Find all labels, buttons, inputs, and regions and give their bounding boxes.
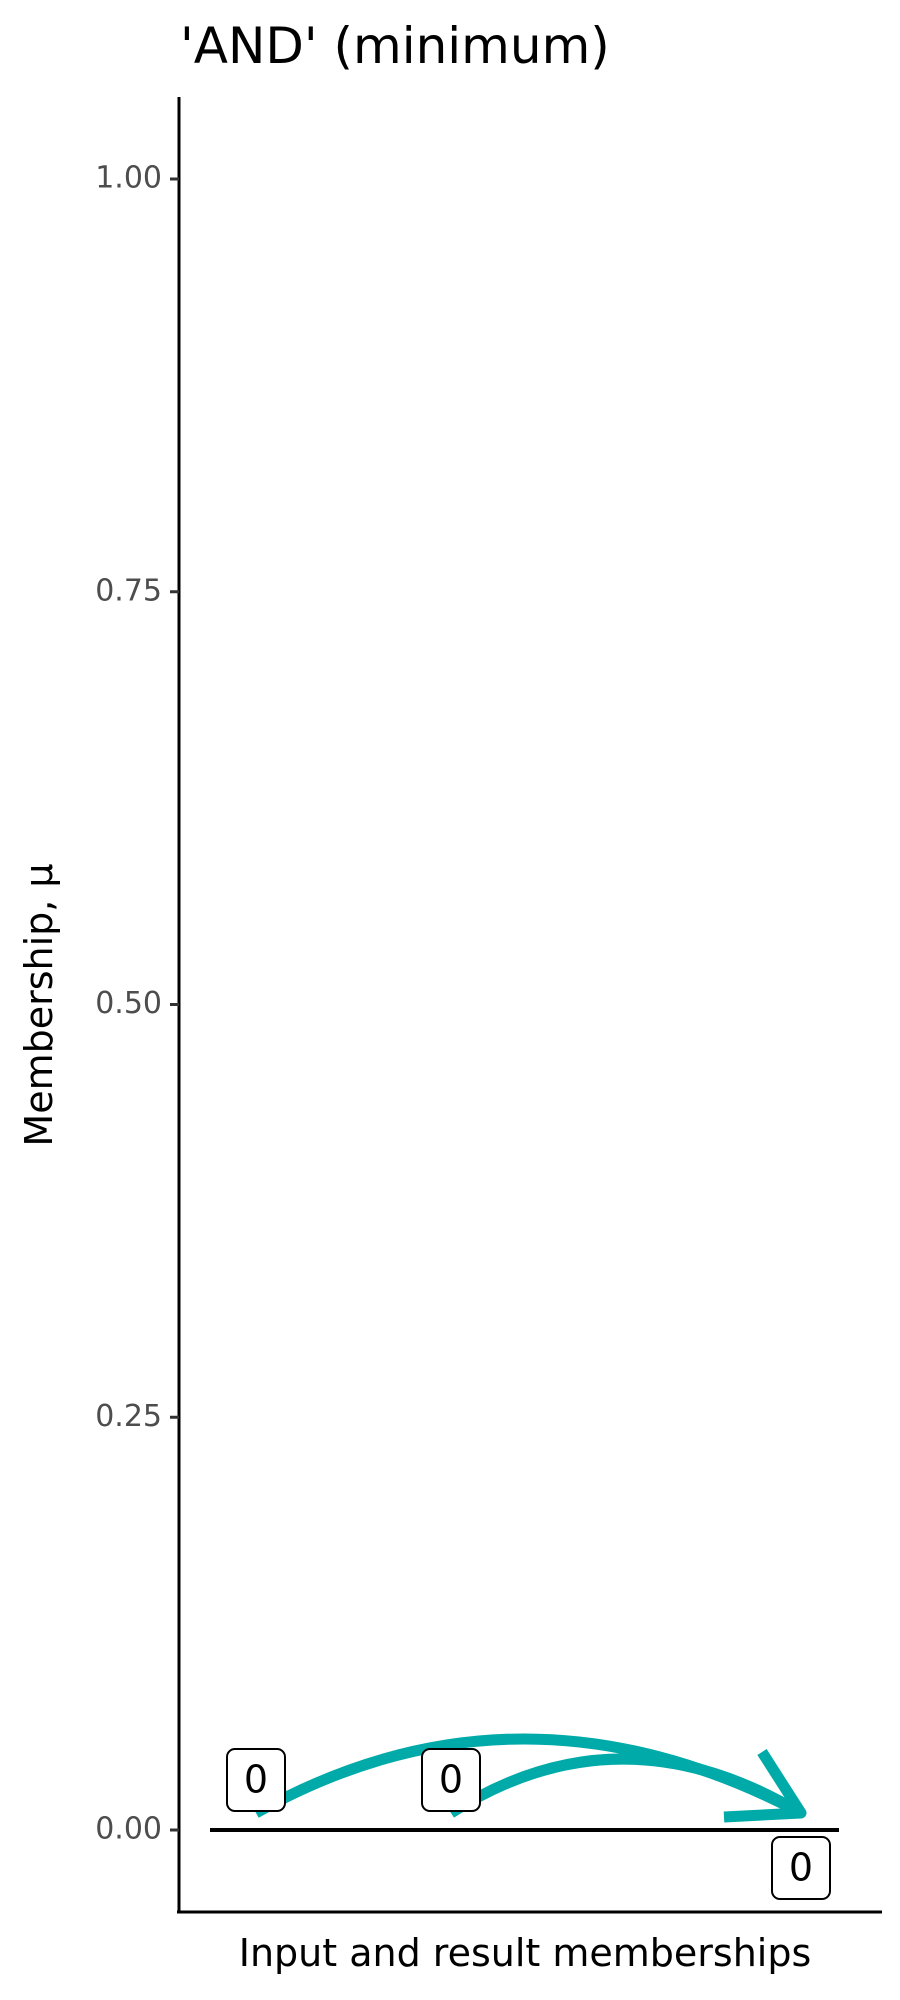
- arrow-input-2-to-result: [448, 1753, 804, 1818]
- label-box: [771, 1836, 831, 1900]
- y-tick-label: 1.00: [95, 161, 162, 196]
- x-axis-title: Input and result memberships: [239, 1931, 812, 1975]
- y-tick-label: 0.25: [95, 1399, 162, 1434]
- y-tick-label: 0.00: [95, 1812, 162, 1847]
- value-label-3: 0: [771, 1836, 831, 1900]
- y-tick-label: 0.75: [95, 573, 162, 608]
- label-text: 0: [439, 1758, 463, 1802]
- arrowhead: [723, 1749, 807, 1823]
- y-axis-title: Membership, µ: [17, 863, 61, 1146]
- chart-title: 'AND' (minimum): [180, 17, 610, 75]
- label-text: 0: [789, 1846, 813, 1890]
- value-label-2: 0: [421, 1748, 481, 1812]
- y-tick-label: 0.50: [95, 986, 162, 1021]
- label-box: [421, 1748, 481, 1812]
- label-box: [226, 1748, 286, 1812]
- label-text: 0: [244, 1758, 268, 1802]
- value-label-1: 0: [226, 1748, 286, 1812]
